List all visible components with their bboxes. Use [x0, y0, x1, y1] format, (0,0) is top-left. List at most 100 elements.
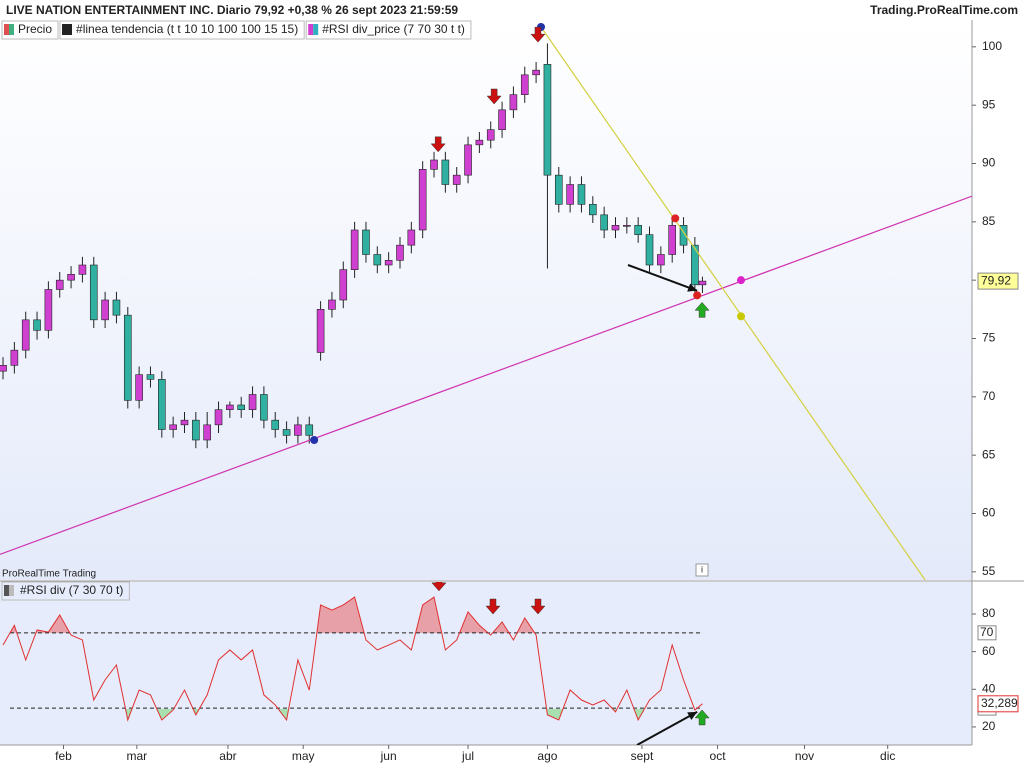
candle-body	[112, 299, 121, 316]
trend-line	[0, 195, 972, 555]
level-box	[977, 625, 997, 641]
x-tick-label: ago	[537, 749, 557, 763]
candle-body	[623, 225, 631, 227]
legend-swatch	[4, 24, 9, 35]
candle-body	[509, 94, 518, 111]
candle-body	[634, 225, 642, 235]
rsi-zone-fill	[3, 597, 703, 633]
candle-body	[543, 64, 552, 176]
candle-body	[214, 409, 223, 426]
last-value-box	[977, 695, 1019, 713]
candle-body	[135, 374, 143, 401]
candle-body	[600, 214, 608, 231]
x-tick-label: feb	[55, 749, 72, 763]
candle-body	[33, 319, 41, 331]
candle-body	[498, 109, 506, 130]
signal-arrow	[694, 709, 710, 726]
signal-arrow	[486, 88, 502, 105]
legend-label: #linea tendencia (t t 10 10 100 100 15 1…	[76, 22, 298, 36]
y-tick-label: 60	[982, 506, 996, 520]
candle-body	[101, 299, 109, 321]
x-tick-label: oct	[710, 749, 727, 763]
candle-body	[146, 374, 155, 380]
y-tick-label: 90	[982, 156, 996, 170]
header-bg	[0, 0, 1024, 20]
signal-arrow	[485, 598, 501, 615]
signal-arrow	[530, 598, 546, 615]
candle-body	[566, 184, 574, 205]
y-tick-label: 55	[982, 564, 996, 578]
candle-body	[396, 244, 404, 261]
candle-body	[294, 424, 302, 436]
candle-body	[475, 139, 484, 146]
candle-body	[520, 74, 529, 95]
rsi-plot	[2, 582, 710, 745]
candle-body	[577, 184, 586, 205]
trend-line	[540, 26, 926, 580]
x-tick-label: may	[292, 749, 315, 763]
candle-body	[430, 159, 438, 170]
point-marker	[310, 436, 319, 444]
x-tick-label: jul	[461, 749, 474, 763]
candle-body	[418, 169, 427, 231]
last-value-label: 32,289	[981, 696, 1018, 710]
source: Trading.ProRealTime.com	[870, 3, 1018, 17]
y-tick-label: 60	[982, 644, 996, 658]
candle-body	[373, 254, 382, 266]
platform-label: ProRealTime Trading	[2, 569, 96, 580]
candle-body	[657, 254, 665, 266]
candle-body	[339, 269, 348, 301]
candle-body	[192, 419, 200, 441]
x-tick-label: jun	[380, 749, 397, 763]
level-label: 70	[980, 625, 994, 639]
indicator-swatch	[9, 585, 14, 596]
candle-body	[123, 314, 132, 401]
candle-body	[441, 159, 450, 185]
candle-body	[260, 394, 268, 421]
candle-body	[668, 225, 676, 255]
price-plot	[0, 23, 972, 580]
info-icon-text: i	[701, 564, 703, 574]
point-marker	[737, 312, 746, 321]
candle-body	[237, 404, 246, 410]
y-tick-label: 85	[982, 214, 996, 228]
y-tick-label: 80	[982, 606, 996, 620]
legend-swatch	[62, 24, 68, 35]
signal-arrow	[694, 301, 710, 318]
candle-body	[158, 379, 166, 430]
legend-swatch	[313, 24, 319, 35]
candle-body	[180, 419, 189, 426]
legend-swatch	[9, 24, 14, 35]
info-icon[interactable]	[695, 563, 709, 577]
candle-body	[486, 129, 495, 141]
point-marker	[737, 276, 746, 285]
candle-body	[10, 349, 19, 366]
annotation-arrow-head	[687, 283, 698, 292]
candle-body	[226, 404, 234, 410]
legend-label: #RSI div_price (7 70 30 t t)	[322, 22, 465, 36]
y-tick-label: 100	[982, 39, 1002, 53]
x-tick-label: dic	[880, 749, 895, 763]
point-marker	[671, 214, 680, 223]
signal-arrow	[431, 582, 447, 592]
candle-body	[67, 274, 75, 281]
indicator-title-box	[1, 581, 130, 601]
legend-item	[59, 20, 305, 40]
candle-body	[350, 229, 359, 270]
candle-body	[328, 299, 336, 310]
candle-body	[691, 244, 699, 286]
candle-body	[698, 280, 707, 286]
candle-body	[611, 225, 620, 231]
candle-body	[203, 424, 211, 441]
candle-body	[452, 174, 461, 185]
candle-body	[305, 424, 314, 436]
price-pane	[0, 20, 972, 580]
y-tick-label: 20	[982, 719, 996, 733]
y-tick-label: 40	[982, 681, 996, 695]
annotation-arrow-head	[687, 711, 698, 721]
candle-body	[645, 234, 654, 266]
signal-arrow	[430, 136, 446, 153]
candle-body	[589, 204, 597, 216]
last-value-label: 79,92	[981, 273, 1011, 287]
